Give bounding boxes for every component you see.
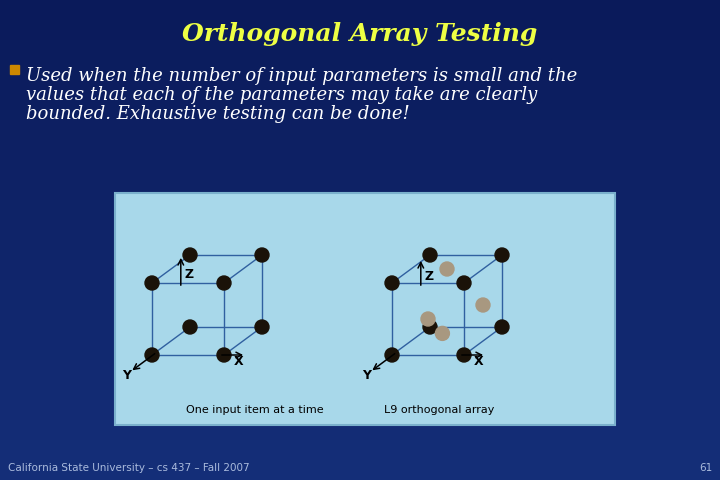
Bar (0, 200, 720, 210)
Text: 61: 61 (698, 463, 712, 473)
Circle shape (385, 348, 399, 362)
Bar (0, 440, 720, 450)
Bar (0, 40, 720, 50)
Bar (0, 230, 720, 240)
Bar (115, 193, 615, 425)
Bar (10, 65, 19, 74)
Circle shape (476, 298, 490, 312)
Circle shape (421, 312, 435, 326)
Bar (0, 310, 720, 320)
Circle shape (255, 320, 269, 334)
Bar (0, 470, 720, 480)
Text: California State University – cs 437 – Fall 2007: California State University – cs 437 – F… (8, 463, 250, 473)
Bar (0, 250, 720, 260)
Bar (0, 210, 720, 220)
Bar (0, 280, 720, 290)
Bar (0, 190, 720, 200)
Bar (0, 390, 720, 400)
Bar (0, 450, 720, 460)
Bar (0, 150, 720, 160)
Text: Z: Z (185, 268, 194, 281)
Text: values that each of the parameters may take are clearly: values that each of the parameters may t… (26, 86, 537, 104)
Circle shape (385, 276, 399, 290)
Bar (0, 130, 720, 140)
Circle shape (145, 276, 159, 290)
Bar (0, 80, 720, 90)
Text: X: X (234, 355, 243, 368)
Bar (0, 170, 720, 180)
Circle shape (423, 320, 437, 334)
Bar (0, 460, 720, 470)
Circle shape (217, 276, 231, 290)
Text: Z: Z (425, 270, 434, 283)
Bar (0, 240, 720, 250)
Bar (0, 410, 720, 420)
Bar (0, 430, 720, 440)
Bar (0, 370, 720, 380)
Circle shape (183, 248, 197, 262)
Circle shape (217, 348, 231, 362)
Bar (0, 350, 720, 360)
Text: Y: Y (362, 369, 371, 382)
Circle shape (457, 276, 471, 290)
Bar (0, 160, 720, 170)
Bar (0, 400, 720, 410)
Bar (0, 340, 720, 350)
Text: L9 orthogonal array: L9 orthogonal array (384, 405, 495, 415)
Circle shape (423, 248, 437, 262)
Bar (0, 20, 720, 30)
Bar (0, 290, 720, 300)
Bar (0, 110, 720, 120)
Bar (0, 330, 720, 340)
Text: bounded. Exhaustive testing can be done!: bounded. Exhaustive testing can be done! (26, 105, 410, 123)
Text: Orthogonal Array Testing: Orthogonal Array Testing (182, 22, 538, 46)
Bar (0, 70, 720, 80)
Bar (0, 300, 720, 310)
Bar (0, 320, 720, 330)
Bar (0, 120, 720, 130)
Bar (0, 140, 720, 150)
Text: Y: Y (122, 369, 131, 382)
Text: X: X (474, 355, 484, 368)
Bar (0, 380, 720, 390)
Bar (0, 10, 720, 20)
Bar (0, 420, 720, 430)
Bar (0, 60, 720, 70)
Bar (0, 180, 720, 190)
Text: One input item at a time: One input item at a time (186, 405, 324, 415)
Bar (0, 270, 720, 280)
Bar (0, 360, 720, 370)
Bar (0, 90, 720, 100)
Circle shape (457, 348, 471, 362)
Circle shape (183, 320, 197, 334)
Bar (0, 100, 720, 110)
Bar (0, 260, 720, 270)
Circle shape (495, 320, 509, 334)
Circle shape (145, 348, 159, 362)
Bar (0, 220, 720, 230)
Bar (0, 0, 720, 10)
Bar (0, 30, 720, 40)
Text: Used when the number of input parameters is small and the: Used when the number of input parameters… (26, 67, 577, 85)
Bar (0, 50, 720, 60)
Circle shape (436, 326, 449, 340)
Circle shape (255, 248, 269, 262)
Circle shape (495, 248, 509, 262)
Circle shape (440, 262, 454, 276)
